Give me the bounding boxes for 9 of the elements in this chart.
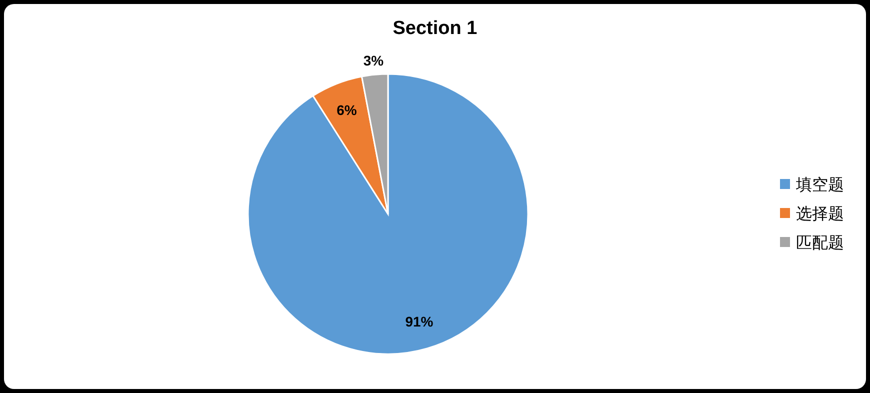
data-label: 91% bbox=[405, 314, 434, 330]
pie-slice bbox=[312, 76, 389, 215]
legend-label: 填空题 bbox=[795, 176, 844, 194]
data-label: 3% bbox=[363, 52, 384, 69]
pie-slice bbox=[247, 73, 529, 355]
legend-label: 匹配题 bbox=[796, 235, 844, 252]
chart-title: Section 1 bbox=[392, 18, 478, 39]
legend-label: 选择题 bbox=[796, 205, 844, 223]
data-label: 6% bbox=[336, 102, 358, 118]
